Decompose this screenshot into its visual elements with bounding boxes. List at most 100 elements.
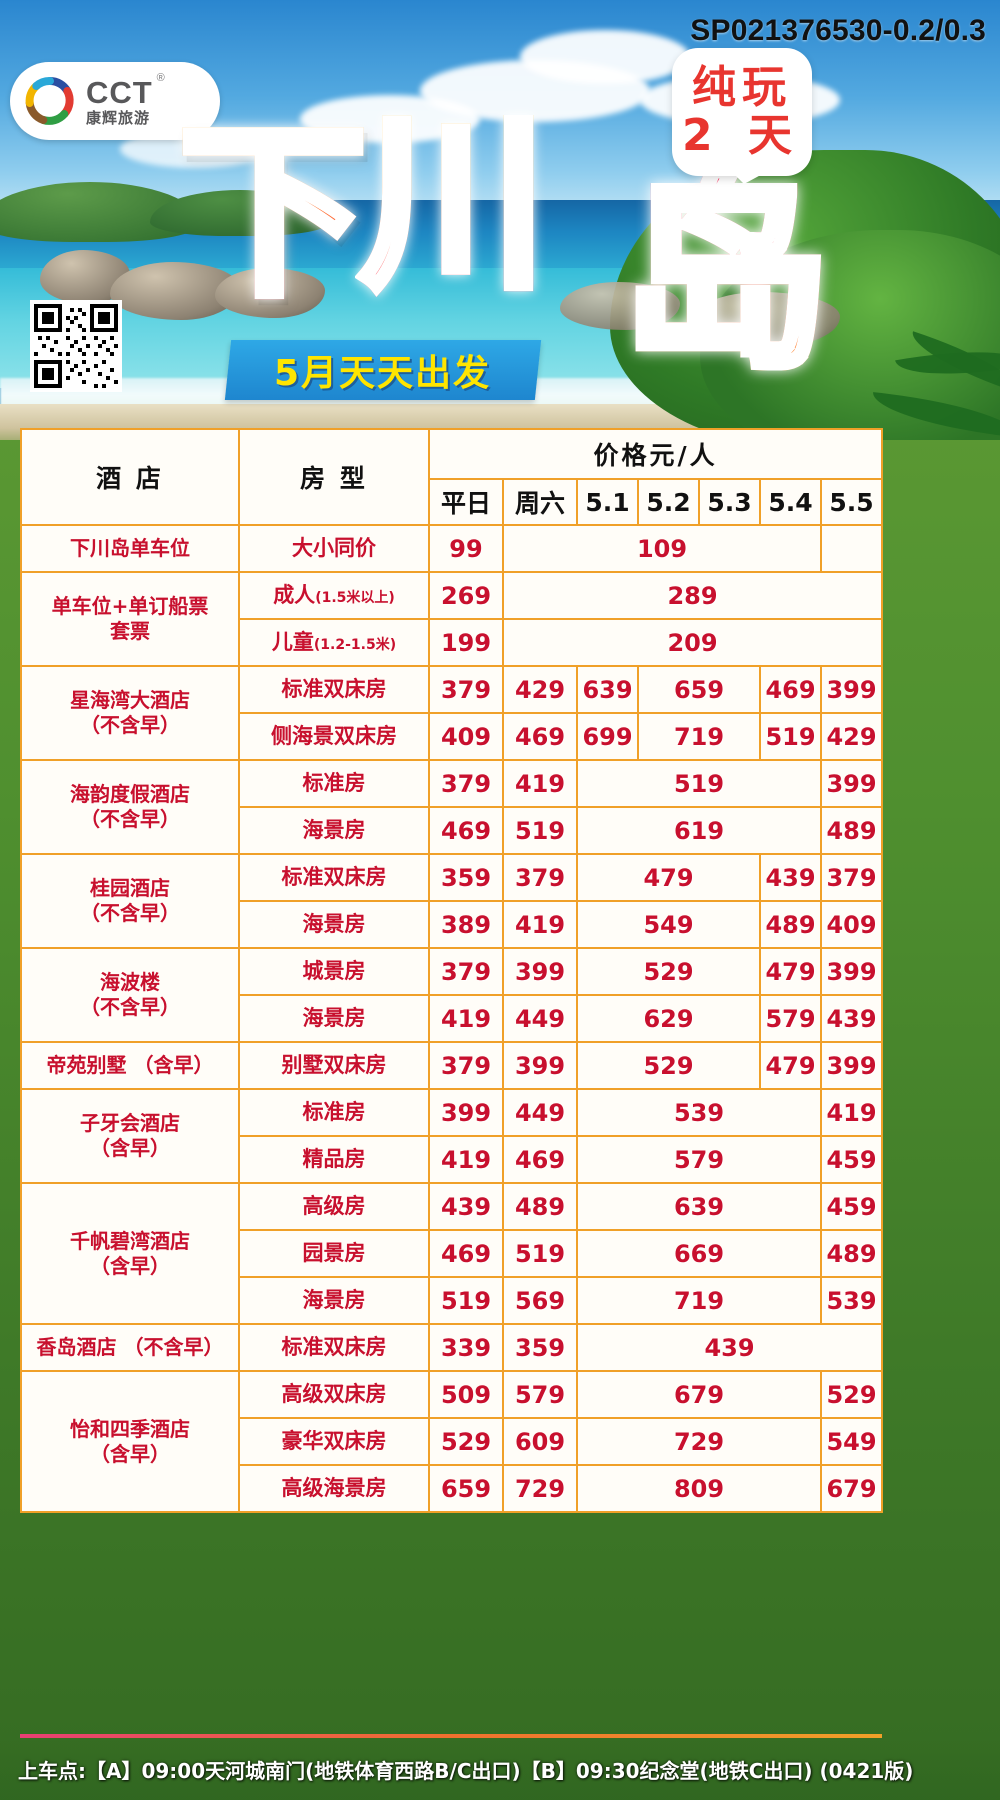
price-cell: 429 — [819, 712, 884, 761]
price-cell: 99 — [428, 524, 504, 573]
price-cell: 519 — [502, 806, 578, 855]
hotel-name-cell: 千帆碧湾酒店 （含早） — [20, 1182, 240, 1325]
price-cell: 629 — [576, 994, 761, 1043]
registered-mark-icon: ® — [156, 71, 166, 84]
price-cell: 439 — [819, 994, 884, 1043]
hotel-name-line-1: 桂园酒店 — [90, 876, 170, 900]
header-date-4: 5.3 — [698, 478, 761, 526]
price-cell: 379 — [428, 1041, 504, 1090]
hotel-name-line-1: 海波楼 — [100, 970, 160, 994]
price-cell: 199 — [428, 618, 504, 667]
room-type-cell: 成人(1.5米以上) — [238, 571, 430, 620]
header-hotel: 酒 店 — [20, 428, 240, 526]
price-cell: 519 — [576, 759, 822, 808]
price-cell: 639 — [576, 1182, 822, 1231]
qr-code-icon[interactable] — [30, 300, 122, 392]
price-cell: 269 — [428, 571, 504, 620]
price-cell: 379 — [428, 665, 504, 714]
hotel-name-cell: 星海湾大酒店 （不含早） — [20, 665, 240, 761]
price-cell: 669 — [576, 1229, 822, 1278]
room-type-cell: 高级房 — [238, 1182, 430, 1231]
header-date-1: 周六 — [502, 478, 578, 526]
shore-rock — [690, 292, 840, 347]
table-row: 精品房 419 469 579 459 — [21, 1135, 884, 1184]
brand-wordmark: CCT ® 康辉旅游 — [86, 72, 165, 127]
header-date-5: 5.4 — [759, 478, 822, 526]
room-type-cell: 侧海景双床房 — [238, 712, 430, 761]
shore-rock — [215, 268, 325, 318]
table-row: 单车位+单订船票 套票 成人(1.5米以上) 269 289 — [20, 571, 884, 667]
table-row: 桂园酒店 （不含早） 标准双床房 359 379 479 439 379 — [20, 853, 884, 949]
price-cell: 489 — [502, 1182, 578, 1231]
price-cell: 399 — [819, 947, 884, 996]
price-cell: 439 — [575, 1323, 884, 1372]
price-cell: 489 — [819, 1229, 884, 1278]
room-type-cell: 标准双床房 — [238, 665, 430, 714]
room-type-cell: 高级海景房 — [238, 1464, 430, 1513]
tour-type-badge: 纯玩 2 天 — [672, 48, 812, 184]
flower-ring-logo-icon — [22, 73, 78, 129]
distant-island — [150, 190, 330, 236]
price-cell: 379 — [819, 853, 884, 902]
header-date-3: 5.2 — [637, 478, 700, 526]
price-cell: 399 — [819, 665, 884, 714]
price-cell: 529 — [576, 947, 761, 996]
price-cell: 479 — [576, 853, 761, 902]
price-cell: 469 — [428, 806, 504, 855]
price-table: 酒 店 房 型 价格元/人 平日 周六 5.1 5.2 5.3 5.4 5.5 … — [20, 428, 884, 1513]
price-cell: 399 — [819, 759, 884, 808]
table-row: 怡和四季酒店 （含早） 高级双床房 509 579 679 529 — [20, 1370, 884, 1513]
price-cell: 529 — [819, 1370, 884, 1419]
header-date-0: 平日 — [428, 478, 504, 526]
room-type-cell: 城景房 — [238, 947, 430, 996]
price-cell: 579 — [502, 1370, 578, 1419]
price-cell: 539 — [576, 1088, 822, 1137]
price-cell: 659 — [428, 1464, 504, 1513]
hotel-name-cell: 海韵度假酒店 （不含早） — [20, 759, 240, 855]
room-type-cell: 海景房 — [238, 994, 430, 1043]
price-cell: 569 — [502, 1276, 578, 1325]
price-cell: 469 — [502, 1135, 578, 1184]
room-type-cell: 大小同价 — [238, 524, 430, 573]
price-cell: 439 — [428, 1182, 504, 1231]
price-cell: 359 — [502, 1323, 578, 1372]
price-cell: 289 — [501, 571, 884, 620]
room-type-cell: 标准双床房 — [238, 853, 430, 902]
sku-code: SP021376530-0.2/0.3 — [690, 14, 986, 47]
room-type-cell: 精品房 — [238, 1135, 430, 1184]
brand-name-cn: 康辉旅游 — [86, 109, 151, 127]
table-row: 豪华双床房 529 609 729 549 — [21, 1417, 884, 1466]
hotel-name-line-1: 下川岛单车位 — [70, 536, 190, 560]
room-type-cell: 豪华双床房 — [238, 1417, 430, 1466]
price-table-container: 酒 店 房 型 价格元/人 平日 周六 5.1 5.2 5.3 5.4 5.5 … — [20, 428, 884, 1513]
room-type-note: (1.2-1.5米) — [313, 636, 397, 653]
hotel-name-cell: 海波楼 （不含早） — [20, 947, 240, 1043]
price-cell: 419 — [502, 900, 578, 949]
hotel-name-line-2: （不含早） — [80, 901, 180, 925]
table-row: 帝苑别墅 （含早） 别墅双床房 379 399 529 479 399 — [20, 1041, 884, 1090]
table-row: 海韵度假酒店 （不含早） 标准房 379 419 519 399 — [20, 759, 884, 855]
hotel-name-cell: 下川岛单车位 — [20, 524, 240, 573]
price-cell: 679 — [576, 1370, 822, 1419]
price-cell: 409 — [819, 900, 884, 949]
room-type-cell: 海景房 — [238, 806, 430, 855]
price-cell: 469 — [759, 665, 822, 714]
price-cell: 549 — [576, 900, 761, 949]
table-row: 儿童(1.2-1.5米) 199 209 — [21, 618, 884, 667]
price-cell: 609 — [502, 1417, 578, 1466]
room-type-cell: 标准双床房 — [238, 1323, 430, 1372]
cloud-shape — [520, 30, 690, 84]
brand-logo: CCT ® 康辉旅游 — [10, 62, 220, 140]
room-type-cell: 高级双床房 — [238, 1370, 430, 1419]
price-cell: 399 — [428, 1088, 504, 1137]
badge-line-1: 纯玩 — [692, 61, 792, 113]
price-cell: 379 — [428, 947, 504, 996]
hotel-name-line-1: 香岛酒店 （不含早） — [36, 1335, 224, 1359]
hero-photo-banner — [0, 0, 1000, 440]
price-cell: 449 — [502, 1088, 578, 1137]
price-cell: 409 — [428, 712, 504, 761]
hotel-name-cell: 帝苑别墅 （含早） — [20, 1041, 240, 1090]
price-cell — [819, 524, 884, 573]
price-cell: 379 — [428, 759, 504, 808]
